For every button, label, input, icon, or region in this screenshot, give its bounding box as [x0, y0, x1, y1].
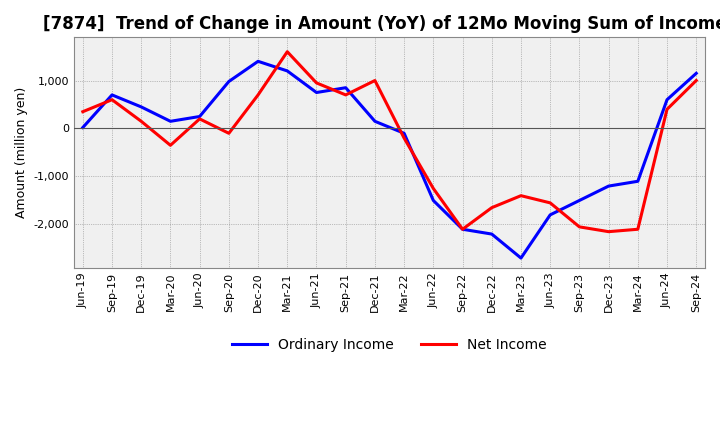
- Net Income: [78, 109, 87, 114]
- Ordinary Income: [662, 97, 671, 103]
- Line: Net Income: Net Income: [83, 52, 696, 232]
- Ordinary Income: [341, 85, 350, 90]
- Net Income: [283, 49, 292, 55]
- Net Income: [517, 193, 526, 198]
- Net Income: [312, 80, 321, 85]
- Net Income: [195, 116, 204, 121]
- Net Income: [341, 92, 350, 98]
- Ordinary Income: [487, 231, 496, 237]
- Net Income: [429, 186, 438, 191]
- Y-axis label: Amount (million yen): Amount (million yen): [15, 87, 28, 218]
- Ordinary Income: [517, 255, 526, 260]
- Ordinary Income: [546, 212, 554, 217]
- Title: [7874]  Trend of Change in Amount (YoY) of 12Mo Moving Sum of Incomes: [7874] Trend of Change in Amount (YoY) o…: [42, 15, 720, 33]
- Ordinary Income: [429, 198, 438, 203]
- Ordinary Income: [283, 68, 292, 73]
- Ordinary Income: [108, 92, 117, 98]
- Ordinary Income: [195, 114, 204, 119]
- Net Income: [458, 227, 467, 232]
- Net Income: [137, 119, 145, 124]
- Ordinary Income: [400, 131, 408, 136]
- Net Income: [634, 227, 642, 232]
- Net Income: [487, 205, 496, 210]
- Ordinary Income: [634, 179, 642, 184]
- Legend: Ordinary Income, Net Income: Ordinary Income, Net Income: [227, 332, 552, 357]
- Net Income: [546, 200, 554, 205]
- Ordinary Income: [137, 104, 145, 110]
- Net Income: [108, 97, 117, 103]
- Net Income: [225, 131, 233, 136]
- Ordinary Income: [692, 71, 701, 76]
- Net Income: [662, 106, 671, 112]
- Ordinary Income: [166, 119, 175, 124]
- Ordinary Income: [225, 79, 233, 84]
- Ordinary Income: [253, 59, 262, 64]
- Ordinary Income: [575, 198, 584, 203]
- Ordinary Income: [78, 125, 87, 130]
- Ordinary Income: [604, 183, 613, 189]
- Ordinary Income: [371, 119, 379, 124]
- Net Income: [692, 78, 701, 83]
- Net Income: [604, 229, 613, 235]
- Ordinary Income: [312, 90, 321, 95]
- Net Income: [575, 224, 584, 230]
- Line: Ordinary Income: Ordinary Income: [83, 61, 696, 258]
- Net Income: [400, 136, 408, 141]
- Ordinary Income: [458, 227, 467, 232]
- Net Income: [371, 78, 379, 83]
- Net Income: [166, 143, 175, 148]
- Net Income: [253, 92, 262, 98]
